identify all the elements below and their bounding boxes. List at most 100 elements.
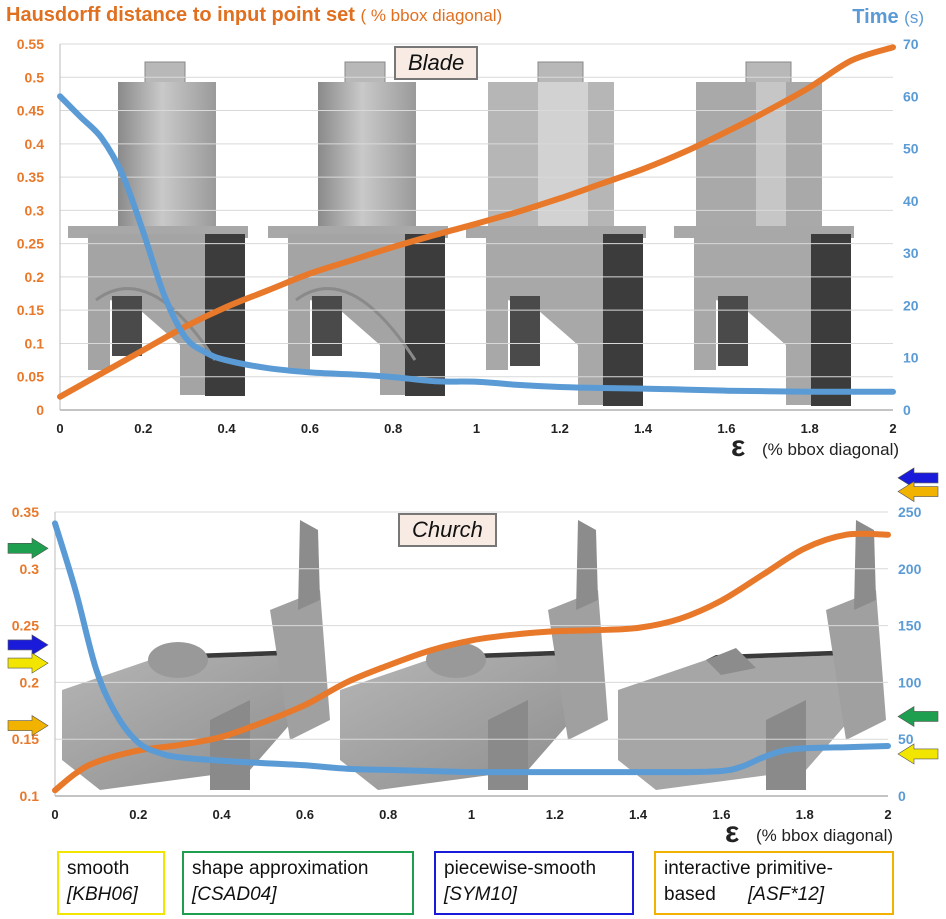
blade-y2-tick-label: 0 [903, 402, 911, 418]
time-title-unit: (s) [904, 8, 924, 27]
legend-shape-approximation-name: shape approximation [192, 858, 369, 879]
legend-interactive-primitive-based: interactive primitive-based [ASF*12] [654, 851, 894, 915]
legend-smooth-citation: [KBH06] [67, 884, 138, 905]
church-x-tick-label: 0.2 [129, 807, 147, 822]
blade-y-tick-label: 0.45 [17, 103, 44, 119]
blade-y-tick-label: 0.3 [25, 202, 45, 218]
church-y2-tick-label: 150 [898, 618, 922, 634]
blade-x-tick-label: 1.6 [717, 421, 735, 436]
blade-x-tick-label: 1.4 [634, 421, 653, 436]
blade-y-tick-label: 0.35 [17, 169, 44, 185]
church-y2-tick-label: 100 [898, 674, 922, 690]
blade-x-tick-label: 0 [56, 421, 63, 436]
epsilon-symbol-top: ε [731, 430, 746, 463]
blade-x-tick-label: 0.4 [218, 421, 237, 436]
church-x-tick-label: 1 [468, 807, 475, 822]
legend-interactive-primitive-based-name: interactive primitive-based [664, 858, 833, 905]
blade-y-tick-label: 0.05 [17, 369, 44, 385]
blade-chart: 0 0.2 0.4 0.6 0.8 1 1.2 1.4 1.6 1.8 200.050.10.150… [17, 36, 919, 436]
church-hausdorff-series-line [52, 530, 891, 794]
hausdorff-title-unit: ( % bbox diagonal) [360, 6, 503, 25]
blade-render-3 [466, 61, 646, 406]
church-y2-tick-label: 50 [898, 731, 914, 747]
blade-y-tick-label: 0.15 [17, 302, 44, 318]
church-chart: 0 0.2 0.4 0.6 0.8 1 1.2 1.4 1.6 1.8 20.10.150.20.2… [7, 467, 939, 822]
blade-y-tick-label: 0.2 [25, 269, 45, 285]
time-axis-title: Time (s) [852, 6, 924, 29]
church-right-arrow-interactive-primitive-based [897, 481, 939, 503]
blade-y2-tick-label: 50 [903, 141, 919, 157]
blade-model-renders [68, 61, 854, 406]
blade-panel-title: Blade [394, 46, 479, 80]
legend-piecewise-smooth: piecewise-smooth [SYM10] [434, 851, 634, 915]
church-left-arrow-smooth [7, 652, 49, 674]
church-render-3 [618, 520, 886, 790]
church-y2-tick-label: 200 [898, 561, 922, 577]
blade-x-tick-label: 2 [889, 421, 896, 436]
blade-y2-tick-label: 70 [903, 36, 919, 52]
blade-y-tick-label: 0.25 [17, 236, 44, 252]
blade-hausdorff-series-line [57, 44, 896, 400]
blade-render-2 [268, 61, 448, 396]
church-left-arrow-piecewise-smooth [7, 634, 49, 656]
church-x-tick-label: 1.4 [629, 807, 648, 822]
blade-y-tick-label: 0.1 [25, 335, 45, 351]
blade-render-1 [68, 61, 248, 396]
church-x-tick-label: 0 [51, 807, 58, 822]
church-x-tick-label: 1.8 [796, 807, 814, 822]
church-left-arrow-interactive-primitive-based [7, 715, 49, 737]
blade-x-tick-label: 0.8 [384, 421, 402, 436]
church-x-tick-label: 1.2 [546, 807, 564, 822]
blade-y2-tick-label: 40 [903, 193, 919, 209]
church-x-tick-label: 2 [884, 807, 891, 822]
church-right-arrow-smooth [897, 743, 939, 765]
blade-x-tick-label: 0.2 [134, 421, 152, 436]
blade-y-tick-label: 0.55 [17, 36, 44, 52]
church-y-tick-label: 0.25 [12, 618, 39, 634]
blade-y2-tick-label: 60 [903, 88, 919, 104]
blade-y-tick-label: 0.5 [25, 69, 45, 85]
blade-y2-tick-label: 10 [903, 350, 919, 366]
church-x-tick-label: 0.8 [379, 807, 397, 822]
blade-x-tick-label: 0.6 [301, 421, 319, 436]
blade-time-series-line [57, 93, 896, 395]
legend-smooth: smooth [KBH06] [57, 851, 165, 915]
epsilon-symbol-bottom: ε [725, 816, 740, 849]
legend-piecewise-smooth-citation: [SYM10] [444, 884, 517, 905]
legend-smooth-name: smooth [67, 858, 130, 879]
x-axis-unit-top: (% bbox diagonal) [762, 440, 900, 459]
church-y-tick-label: 0.3 [20, 561, 40, 577]
blade-y2-tick-label: 20 [903, 297, 919, 313]
church-right-arrow-shape-approximation [897, 705, 939, 728]
legend-piecewise-smooth-name: piecewise-smooth [444, 858, 597, 879]
church-render-2 [340, 520, 608, 790]
church-y2-tick-label: 0 [898, 788, 906, 804]
time-title-text: Time [852, 6, 899, 28]
church-x-tick-label: 0.4 [213, 807, 232, 822]
church-y-tick-label: 0.35 [12, 504, 39, 520]
blade-render-4 [674, 61, 854, 406]
blade-y-tick-label: 0 [36, 402, 44, 418]
hausdorff-axis-title: Hausdorff distance to input point set ( … [6, 4, 502, 27]
blade-y-tick-label: 0.4 [25, 136, 45, 152]
church-y2-tick-label: 250 [898, 504, 922, 520]
church-right-arrow-piecewise-smooth [897, 467, 939, 489]
church-model-renders [62, 520, 886, 790]
church-x-tick-label: 1.6 [712, 807, 730, 822]
legend-interactive-primitive-based-citation: [ASF*12] [748, 884, 825, 905]
blade-x-tick-label: 1.8 [801, 421, 819, 436]
blade-x-tick-label: 1 [473, 421, 480, 436]
church-x-tick-label: 0.6 [296, 807, 314, 822]
church-render-1 [62, 520, 330, 790]
blade-y2-tick-label: 30 [903, 245, 919, 261]
church-time-series-line [52, 520, 891, 776]
church-panel-title: Church [398, 513, 497, 547]
blade-x-tick-label: 1.2 [551, 421, 569, 436]
x-axis-unit-bottom: (% bbox diagonal) [756, 826, 894, 845]
church-y-tick-label: 0.1 [20, 788, 40, 804]
church-y-tick-label: 0.2 [20, 674, 40, 690]
legend-shape-approximation-citation: [CSAD04] [192, 884, 277, 905]
hausdorff-title-text: Hausdorff distance to input point set [6, 4, 355, 26]
church-left-arrow-shape-approximation [7, 537, 49, 559]
